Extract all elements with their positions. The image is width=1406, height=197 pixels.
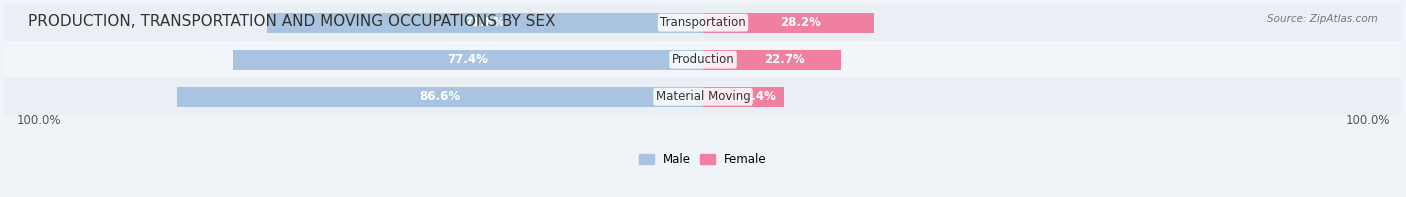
Text: 13.4%: 13.4% <box>735 90 776 103</box>
Bar <box>703 87 785 107</box>
Bar <box>703 50 841 70</box>
Text: Production: Production <box>672 53 734 66</box>
Text: Material Moving: Material Moving <box>655 90 751 103</box>
Text: 86.6%: 86.6% <box>419 90 460 103</box>
Bar <box>267 12 703 33</box>
Text: 100.0%: 100.0% <box>1346 114 1389 127</box>
Text: 28.2%: 28.2% <box>780 16 821 29</box>
Bar <box>4 78 1402 115</box>
Bar <box>4 41 1402 78</box>
Text: Source: ZipAtlas.com: Source: ZipAtlas.com <box>1267 14 1378 24</box>
Text: 22.7%: 22.7% <box>763 53 804 66</box>
Bar <box>703 12 875 33</box>
Text: 71.8%: 71.8% <box>464 16 505 29</box>
Text: Transportation: Transportation <box>661 16 745 29</box>
Bar <box>4 4 1402 41</box>
Text: PRODUCTION, TRANSPORTATION AND MOVING OCCUPATIONS BY SEX: PRODUCTION, TRANSPORTATION AND MOVING OC… <box>28 14 555 29</box>
Legend: Male, Female: Male, Female <box>634 148 772 171</box>
Bar <box>232 50 703 70</box>
Bar <box>177 87 703 107</box>
Text: 100.0%: 100.0% <box>17 114 60 127</box>
Text: 77.4%: 77.4% <box>447 53 488 66</box>
